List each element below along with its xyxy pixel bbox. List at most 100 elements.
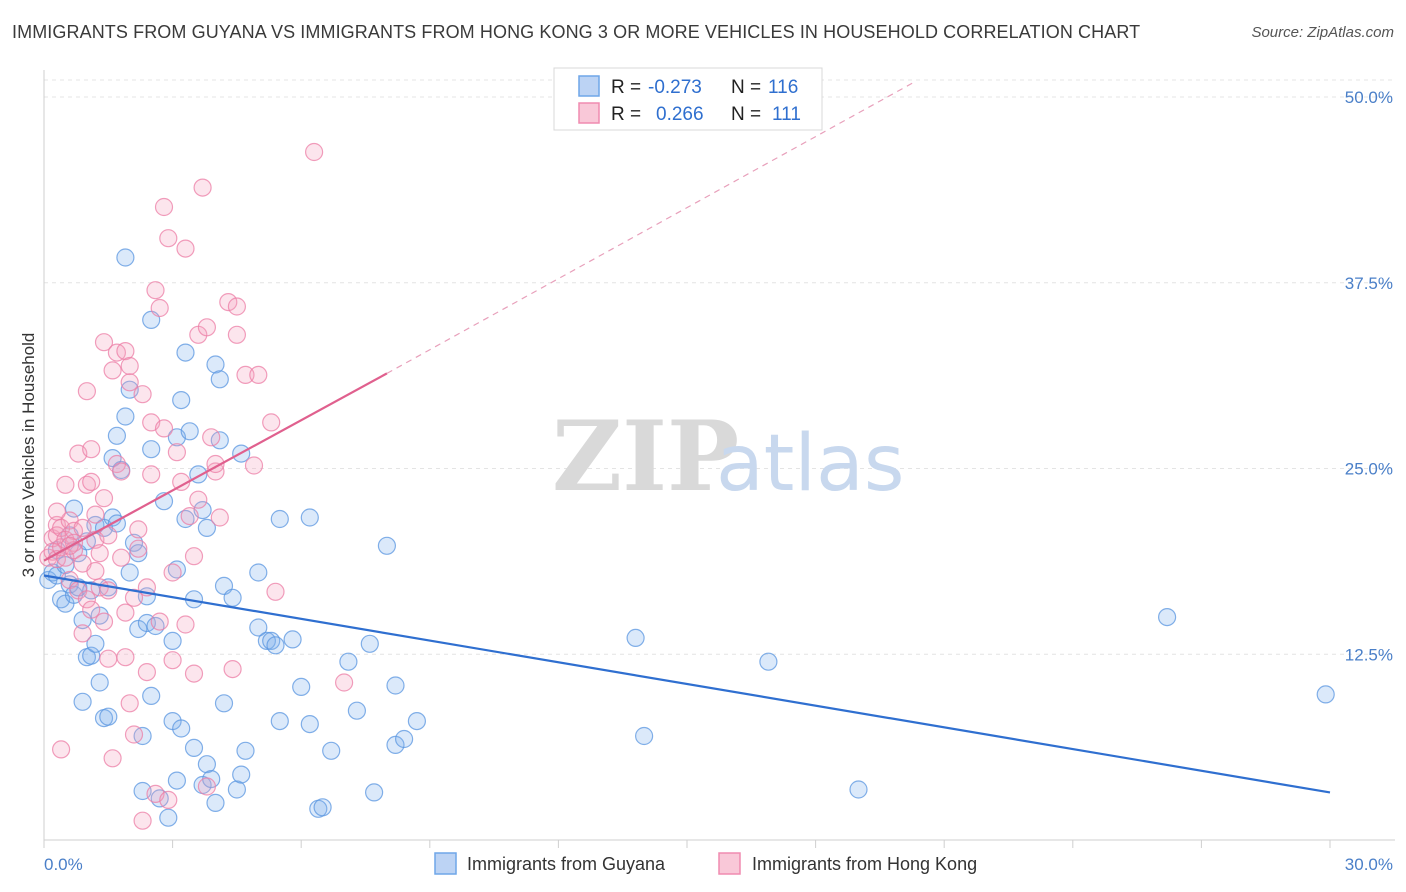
guyana-point-56 xyxy=(172,719,191,738)
guyana-point-30 xyxy=(107,426,127,445)
hongkong-point-49 xyxy=(124,588,144,607)
x-tick-label-min: 0.0% xyxy=(44,855,83,874)
hongkong-point-69 xyxy=(176,239,195,258)
hongkong-point-97 xyxy=(133,811,152,830)
chart-title: IMMIGRANTS FROM GUYANA VS IMMIGRANTS FRO… xyxy=(12,22,1141,42)
guyana-point-44 xyxy=(142,440,161,459)
guyana-point-45 xyxy=(142,686,161,706)
guyana-point-75 xyxy=(227,780,246,799)
hongkong-point-52 xyxy=(133,385,152,404)
guyana-point-85 xyxy=(270,509,289,529)
watermark-atlas: atlas xyxy=(716,419,905,509)
guyana-point-50 xyxy=(163,631,182,651)
hongkong-point-61 xyxy=(154,197,174,217)
guyana-point-14 xyxy=(73,692,92,711)
guyana-point-70 xyxy=(210,370,229,389)
guyana-point-59 xyxy=(180,422,199,441)
hongkong-point-47 xyxy=(120,373,139,392)
hongkong-point-33 xyxy=(94,333,114,352)
trend-line-hongkong xyxy=(43,372,388,562)
guyana-point-107 xyxy=(1316,685,1335,704)
hongkong-point-83 xyxy=(223,659,242,679)
hongkong-point-42 xyxy=(112,548,131,567)
guyana-point-98 xyxy=(386,676,405,695)
hongkong-point-50 xyxy=(129,520,148,539)
y-tick-label-2: 37.5% xyxy=(1345,274,1393,293)
legend-n-label-hongkong: N = xyxy=(731,104,761,125)
guyana-point-73 xyxy=(214,694,234,713)
legend-n-label-guyana: N = xyxy=(731,77,761,98)
guyana-point-91 xyxy=(313,798,332,817)
legend-n-value-guyana: 116 xyxy=(768,77,798,98)
bottom-legend-label-hongkong: Immigrants from Hong Kong xyxy=(752,854,977,874)
guyana-point-96 xyxy=(365,783,384,802)
bottom-legend-swatch-hongkong xyxy=(718,852,741,875)
hongkong-point-44 xyxy=(116,342,135,361)
guyana-point-74 xyxy=(223,588,242,607)
hongkong-point-36 xyxy=(99,649,118,668)
guyana-point-86 xyxy=(283,630,302,649)
guyana-point-97 xyxy=(377,536,396,555)
hongkong-point-93 xyxy=(47,502,67,521)
hongkong-point-92 xyxy=(335,673,354,692)
x-tick-label-max: 30.0% xyxy=(1345,855,1393,874)
guyana-point-94 xyxy=(347,701,366,720)
hongkong-point-98 xyxy=(197,777,216,796)
guyana-point-100 xyxy=(395,729,414,749)
hongkong-point-64 xyxy=(159,790,178,810)
hongkong-point-43 xyxy=(116,603,135,622)
hongkong-point-66 xyxy=(163,651,182,670)
guyana-point-87 xyxy=(292,677,311,697)
guyana-point-68 xyxy=(206,355,225,374)
hongkong-point-24 xyxy=(82,472,101,491)
hongkong-point-81 xyxy=(210,508,229,527)
y-tick-label-3: 50.0% xyxy=(1345,88,1393,107)
guyana-point-65 xyxy=(197,518,216,538)
legend-swatch-guyana xyxy=(578,75,600,97)
hongkong-point-88 xyxy=(249,365,268,384)
hongkong-point-91 xyxy=(305,142,324,162)
guyana-point-104 xyxy=(759,652,778,671)
guyana-point-32 xyxy=(116,248,135,267)
guyana-point-81 xyxy=(257,631,276,651)
guyana-point-55 xyxy=(172,391,191,410)
hongkong-point-72 xyxy=(184,664,204,683)
hongkong-point-29 xyxy=(90,544,109,563)
hongkong-point-62 xyxy=(154,419,174,438)
guyana-point-103 xyxy=(634,726,654,746)
legend-n-value-hongkong: 111 xyxy=(772,104,801,125)
guyana-point-84 xyxy=(270,711,289,731)
guyana-point-80 xyxy=(249,618,268,637)
hongkong-point-28 xyxy=(86,561,105,581)
guyana-point-92 xyxy=(322,741,341,760)
guyana-point-66 xyxy=(197,755,216,774)
guyana-point-10 xyxy=(64,499,84,518)
y-axis-label: 3 or more Vehicles in Household xyxy=(19,333,38,578)
bottom-legend-swatch-guyana xyxy=(434,852,457,875)
y-tick-labels: 12.5% 25.0% 37.5% 50.0% xyxy=(1345,88,1393,664)
hongkong-point-37 xyxy=(103,361,122,380)
trend-line-hongkong-extension xyxy=(386,81,915,374)
hongkong-point-46 xyxy=(120,356,139,376)
hongkong-point-67 xyxy=(167,443,186,462)
hongkong-point-23 xyxy=(77,590,97,609)
hongkong-point-48 xyxy=(124,725,144,744)
hongkong-point-63 xyxy=(159,229,178,248)
guyana-point-54 xyxy=(167,771,186,790)
series-hongkong-points xyxy=(39,142,354,830)
hongkong-point-25 xyxy=(82,440,101,459)
legend-r-value-hongkong: 0.266 xyxy=(656,104,704,125)
hongkong-point-90 xyxy=(266,582,285,601)
hongkong-point-26 xyxy=(82,600,101,619)
guyana-point-106 xyxy=(1157,607,1177,627)
guyana-point-102 xyxy=(626,628,645,648)
bottom-legend-label-guyana: Immigrants from Guyana xyxy=(467,854,666,874)
hongkong-point-84 xyxy=(227,297,246,316)
y-tick-label-1: 25.0% xyxy=(1345,460,1393,479)
guyana-point-88 xyxy=(300,714,319,734)
hongkong-point-99 xyxy=(73,624,92,643)
hongkong-point-45 xyxy=(116,648,135,667)
guyana-point-105 xyxy=(849,780,868,799)
guyana-point-95 xyxy=(360,634,379,653)
